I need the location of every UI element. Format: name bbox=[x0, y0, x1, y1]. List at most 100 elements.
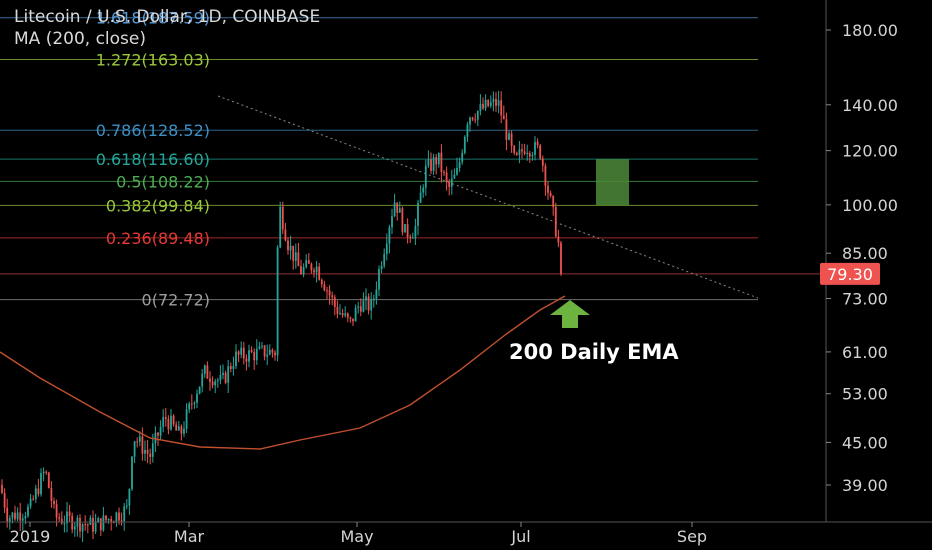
candle bbox=[84, 515, 87, 531]
y-tick-label: 61.00 bbox=[842, 343, 888, 362]
candle bbox=[258, 341, 261, 350]
candle bbox=[560, 240, 562, 276]
candle bbox=[521, 143, 523, 159]
candle bbox=[32, 495, 35, 501]
candle bbox=[318, 262, 321, 281]
candle bbox=[435, 154, 438, 175]
candle bbox=[471, 116, 474, 122]
candle bbox=[68, 504, 71, 522]
candle bbox=[378, 265, 380, 297]
candle bbox=[505, 112, 508, 151]
candle bbox=[211, 376, 214, 389]
candle bbox=[138, 431, 141, 447]
candle bbox=[216, 377, 219, 388]
candle bbox=[385, 233, 388, 261]
trendline bbox=[0, 95, 826, 299]
candle bbox=[497, 90, 500, 114]
candle bbox=[266, 344, 269, 366]
candle bbox=[172, 414, 175, 427]
x-axis[interactable]: 2019 Mar May Jul Sep bbox=[0, 521, 932, 546]
candle bbox=[443, 169, 445, 177]
price-tag: 79.30 bbox=[820, 262, 880, 285]
candle bbox=[3, 488, 6, 514]
candle bbox=[123, 502, 126, 531]
candle bbox=[359, 298, 362, 317]
x-tick-label: May bbox=[340, 527, 373, 546]
candle bbox=[250, 346, 253, 354]
candle bbox=[518, 141, 521, 164]
candle bbox=[513, 144, 516, 156]
candle bbox=[315, 261, 318, 283]
candle bbox=[352, 318, 354, 327]
candle bbox=[164, 408, 167, 427]
candle bbox=[557, 229, 560, 248]
candle bbox=[235, 344, 237, 369]
candle bbox=[341, 308, 344, 318]
y-tick-label: 140.00 bbox=[842, 96, 898, 115]
candle bbox=[534, 136, 536, 161]
y-tick-label: 100.00 bbox=[842, 196, 898, 215]
candle bbox=[193, 401, 196, 409]
candle bbox=[432, 153, 435, 176]
candle bbox=[333, 294, 336, 316]
candle bbox=[489, 95, 492, 109]
candle bbox=[125, 498, 128, 510]
candle bbox=[549, 190, 552, 198]
candle bbox=[474, 113, 477, 124]
candle bbox=[297, 242, 300, 267]
candle bbox=[14, 505, 16, 521]
candle bbox=[414, 218, 417, 246]
candle bbox=[19, 502, 22, 531]
candle bbox=[336, 300, 339, 319]
candle bbox=[92, 510, 94, 539]
candle bbox=[58, 513, 61, 522]
x-tick-label: Sep bbox=[677, 527, 707, 546]
y-axis[interactable]: 180.00 140.00 120.00 100.00 85.00 73.00 61.00 5… bbox=[825, 0, 898, 522]
candle bbox=[554, 202, 557, 238]
up-arrow-icon bbox=[550, 300, 590, 328]
candle bbox=[281, 201, 284, 235]
candle bbox=[159, 420, 162, 440]
candle bbox=[248, 344, 250, 368]
ma-line bbox=[0, 295, 566, 450]
candle bbox=[380, 261, 383, 274]
candle bbox=[365, 288, 367, 311]
candle bbox=[424, 159, 427, 196]
candle bbox=[66, 502, 68, 533]
candle bbox=[362, 292, 365, 313]
ma-200-curve bbox=[0, 295, 566, 450]
candle bbox=[313, 267, 315, 278]
candle bbox=[86, 523, 89, 534]
symbol-title[interactable]: Litecoin / U.S. Dollar, 1D, COINBASE bbox=[14, 7, 321, 27]
candle bbox=[440, 144, 443, 183]
candle bbox=[320, 278, 323, 288]
candle bbox=[476, 110, 479, 127]
target-zone-rect bbox=[596, 159, 629, 206]
candle bbox=[16, 507, 19, 522]
candle bbox=[60, 511, 63, 525]
candle bbox=[27, 503, 29, 518]
candle bbox=[73, 522, 76, 537]
indicator-label[interactable]: MA (200, close) bbox=[14, 29, 147, 49]
annotation-group: 200 Daily EMA bbox=[509, 300, 679, 364]
candle bbox=[482, 97, 484, 111]
chart-header: Litecoin / U.S. Dollar, 1D, COINBASE MA … bbox=[14, 6, 320, 50]
candle bbox=[40, 468, 42, 497]
candle bbox=[115, 511, 118, 527]
candle bbox=[89, 515, 92, 526]
candle bbox=[253, 348, 256, 370]
x-tick-label: Mar bbox=[174, 527, 205, 546]
candle bbox=[255, 339, 258, 365]
candle bbox=[289, 235, 292, 260]
fib-label-5: 0.382(99.84) bbox=[106, 196, 210, 215]
y-tick-label: 39.00 bbox=[842, 476, 888, 495]
candle bbox=[346, 312, 349, 323]
candle bbox=[214, 378, 217, 394]
candle bbox=[453, 168, 456, 179]
trendline-dotted bbox=[217, 95, 759, 299]
candle bbox=[323, 280, 326, 292]
candle bbox=[146, 440, 149, 464]
candle bbox=[422, 184, 425, 198]
y-tick-label: 53.00 bbox=[842, 385, 888, 404]
